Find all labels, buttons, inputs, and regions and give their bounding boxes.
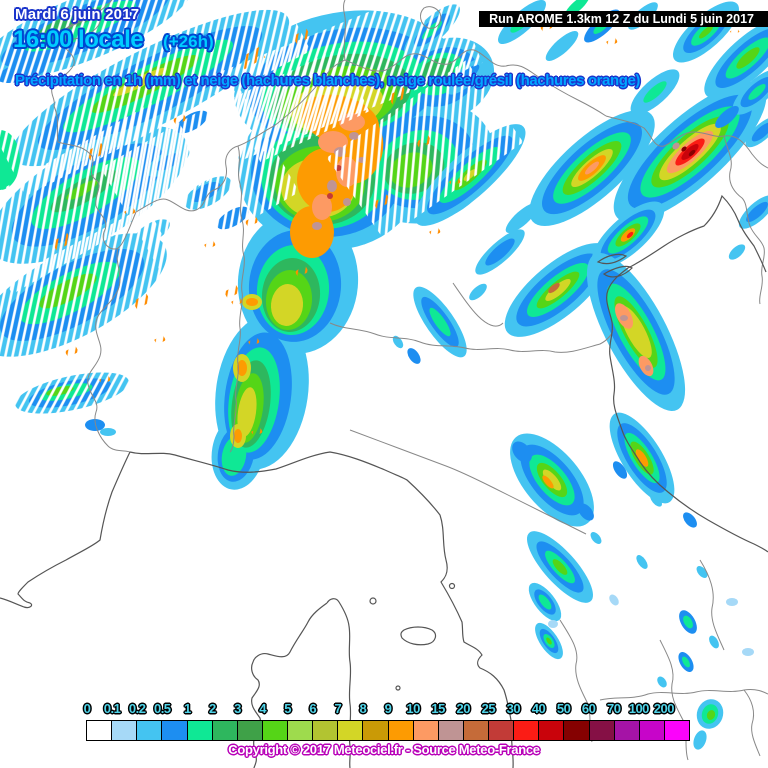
time-label: 16:00 locale (+26h) — [13, 26, 214, 54]
legend-value: 60 — [581, 701, 596, 716]
riviera-coast — [0, 451, 131, 609]
legend-value: 9 — [384, 701, 392, 716]
abruzzo-border — [743, 689, 761, 757]
po-valley-border — [329, 322, 614, 353]
venice-lagoon-1 — [596, 253, 628, 265]
legend-value: 7 — [334, 701, 342, 716]
alps-ne-border — [605, 115, 768, 169]
legend-value: 10 — [406, 701, 420, 716]
legend-color-cell — [413, 721, 439, 740]
legend-color-cell — [313, 721, 339, 740]
legend-value: 2 — [209, 701, 216, 716]
legend-value: 6 — [309, 701, 317, 716]
legend-color-cell — [514, 721, 540, 740]
legend-color-cell — [463, 721, 489, 740]
legend-color-cell — [187, 721, 213, 740]
swiss-border — [51, 0, 113, 107]
slovenia-border — [723, 135, 765, 305]
legend-value: 20 — [456, 701, 471, 716]
legend-color-cell — [87, 721, 113, 740]
legend-value: 0.1 — [103, 701, 121, 716]
model-run-banner: Run AROME 1.3km 12 Z du Lundi 5 juin 201… — [479, 11, 768, 27]
legend-value: 50 — [556, 701, 571, 716]
map-subtitle: Précipitation en 1h (mm) et neige (hachu… — [15, 72, 641, 89]
legend-value: 0.2 — [128, 701, 146, 716]
legend-value: 1 — [183, 701, 191, 716]
legend-labels: 0 0.1 0.2 0.5 1 2 3 4 5 6 7 8 9 10 15 20 25 30 40 50 60 70 100… — [83, 701, 690, 717]
legend-color-cell — [288, 721, 314, 740]
legend-color-cell — [137, 721, 163, 740]
umbria-border-2 — [659, 639, 689, 761]
lake-geneva — [57, 12, 101, 41]
liguria-tuscany-coast — [129, 451, 514, 768]
lombardy-border — [452, 282, 504, 327]
legend-value: 8 — [359, 701, 367, 716]
borders-layer — [51, 0, 768, 761]
apennine-border — [349, 429, 587, 535]
legend-value: 15 — [431, 701, 445, 716]
local-time: 16:00 locale — [13, 26, 144, 53]
lazio-border — [599, 689, 768, 701]
legend-value: 25 — [481, 701, 496, 716]
coastlines-layer — [0, 194, 768, 768]
piedmont-east-border — [229, 145, 245, 453]
copyright-notice: Copyright © 2017 Meteociel.fr - Source M… — [228, 742, 540, 757]
legend-value: 30 — [506, 701, 521, 716]
alps-north-border — [344, 49, 607, 117]
legend-value: 200 — [653, 701, 675, 716]
graupel-hatching — [51, 16, 740, 438]
legend-color-cell — [112, 721, 138, 740]
legend-bar — [86, 720, 690, 741]
legend-color-cell — [564, 721, 590, 740]
date-label: Mardi 6 juin 2017 — [15, 6, 140, 23]
legend-value: 40 — [531, 701, 546, 716]
elba-island — [400, 626, 437, 646]
small-island-2 — [448, 582, 456, 590]
legend-color-cell — [489, 721, 515, 740]
corsica-east-coast — [326, 598, 352, 768]
legend-color-cell — [338, 721, 364, 740]
legend-color-cell — [363, 721, 389, 740]
forecast-offset: (+26h) — [163, 32, 214, 51]
marche-border — [699, 559, 725, 651]
legend-color-cell — [438, 721, 464, 740]
legend-value: 4 — [259, 701, 266, 716]
small-lake — [420, 6, 442, 29]
adriatic-coast — [606, 267, 768, 553]
legend-color-cell — [664, 721, 689, 740]
legend-color-cell — [539, 721, 565, 740]
trieste-istria-coast — [627, 194, 767, 273]
legend-value: 5 — [284, 701, 292, 716]
legend-value: 3 — [234, 701, 241, 716]
france-italy-border — [53, 105, 137, 250]
small-island-1 — [395, 685, 401, 691]
legend-value: 70 — [607, 701, 621, 716]
legend-color-cell — [589, 721, 615, 740]
legend-color-cell — [237, 721, 263, 740]
france-italy-border-south — [87, 247, 131, 453]
legend-value: 0.5 — [153, 701, 171, 716]
legend-value: 100 — [628, 701, 650, 716]
legend-color-cell — [162, 721, 188, 740]
legend-color-cell — [262, 721, 288, 740]
legend-color-cell — [212, 721, 238, 740]
venice-lagoon-2 — [602, 265, 633, 278]
swiss-italian-border — [135, 0, 346, 213]
capraia-island — [369, 597, 377, 605]
corsica-west-coast — [251, 602, 328, 768]
legend-color-cell — [614, 721, 640, 740]
legend-color-cell — [639, 721, 665, 740]
legend-color-cell — [388, 721, 414, 740]
legend-value: 0 — [83, 701, 91, 716]
